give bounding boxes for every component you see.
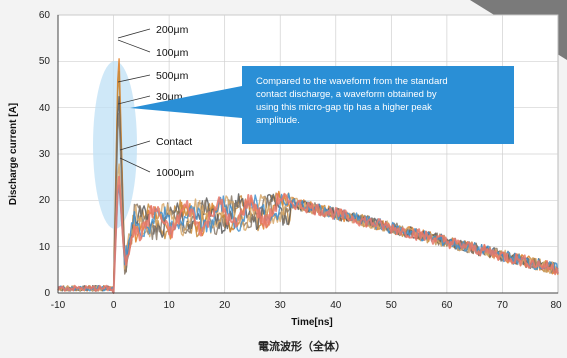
- leader-200um: [117, 28, 151, 39]
- x-tick-label: 20: [219, 300, 231, 311]
- x-tick-label: 50: [386, 300, 398, 311]
- leader-1000um: [119, 157, 151, 173]
- y-tick-label: 40: [39, 103, 51, 114]
- callout-text-line: contact discharge, a waveform obtained b…: [256, 89, 437, 100]
- peak-highlight-ellipse: [93, 61, 137, 229]
- x-tick-label: 60: [441, 300, 453, 311]
- y-tick-label: 50: [39, 56, 51, 67]
- y-axis-title: Discharge current [A]: [8, 103, 19, 205]
- chart-caption: 電流波形（全体）: [258, 339, 346, 353]
- y-tick-label: 20: [39, 195, 51, 206]
- x-tick-label: 40: [330, 300, 342, 311]
- callout-text-line: Compared to the waveform from the standa…: [256, 76, 448, 87]
- leader-30um: [117, 95, 151, 105]
- annotation-1000um: 1000μm: [156, 167, 194, 179]
- callout-pointer: [130, 86, 242, 118]
- callout-text-line: amplitude.: [256, 115, 300, 126]
- x-tick-label: 80: [550, 300, 562, 311]
- annotation-100um: 100μm: [156, 47, 189, 59]
- series-line: [57, 175, 559, 294]
- x-tick-label: -10: [51, 300, 66, 311]
- x-tick-label: 70: [497, 300, 509, 311]
- callout-text-line: using this micro-gap tip has a higher pe…: [256, 102, 432, 113]
- y-tick-label: 10: [39, 242, 51, 253]
- leader-100um: [117, 39, 151, 53]
- leader-500um: [117, 74, 151, 83]
- series-group: [57, 58, 559, 294]
- annotation-500um: 500μm: [156, 70, 189, 82]
- callout-text: Compared to the waveform from the standa…: [256, 76, 448, 126]
- annotation-leaders: [117, 28, 151, 173]
- leader-contact: [119, 140, 151, 151]
- annotation-200um: 200μm: [156, 24, 189, 36]
- x-tick-label: 30: [275, 300, 287, 311]
- x-axis-title: Time[ns]: [291, 317, 333, 328]
- x-tick-labels: -10 0 10 20 30 40 50 60 70 80: [51, 300, 562, 311]
- x-tick-label: 10: [164, 300, 176, 311]
- callout-box: [242, 66, 514, 144]
- y-tick-label: 60: [39, 10, 51, 21]
- y-tick-labels: 0 10 20 30 40 50 60: [39, 10, 51, 299]
- annotation-contact: Contact: [156, 136, 192, 148]
- y-tick-label: 0: [44, 288, 50, 299]
- x-tick-label: 0: [111, 300, 117, 311]
- y-tick-label: 30: [39, 149, 51, 160]
